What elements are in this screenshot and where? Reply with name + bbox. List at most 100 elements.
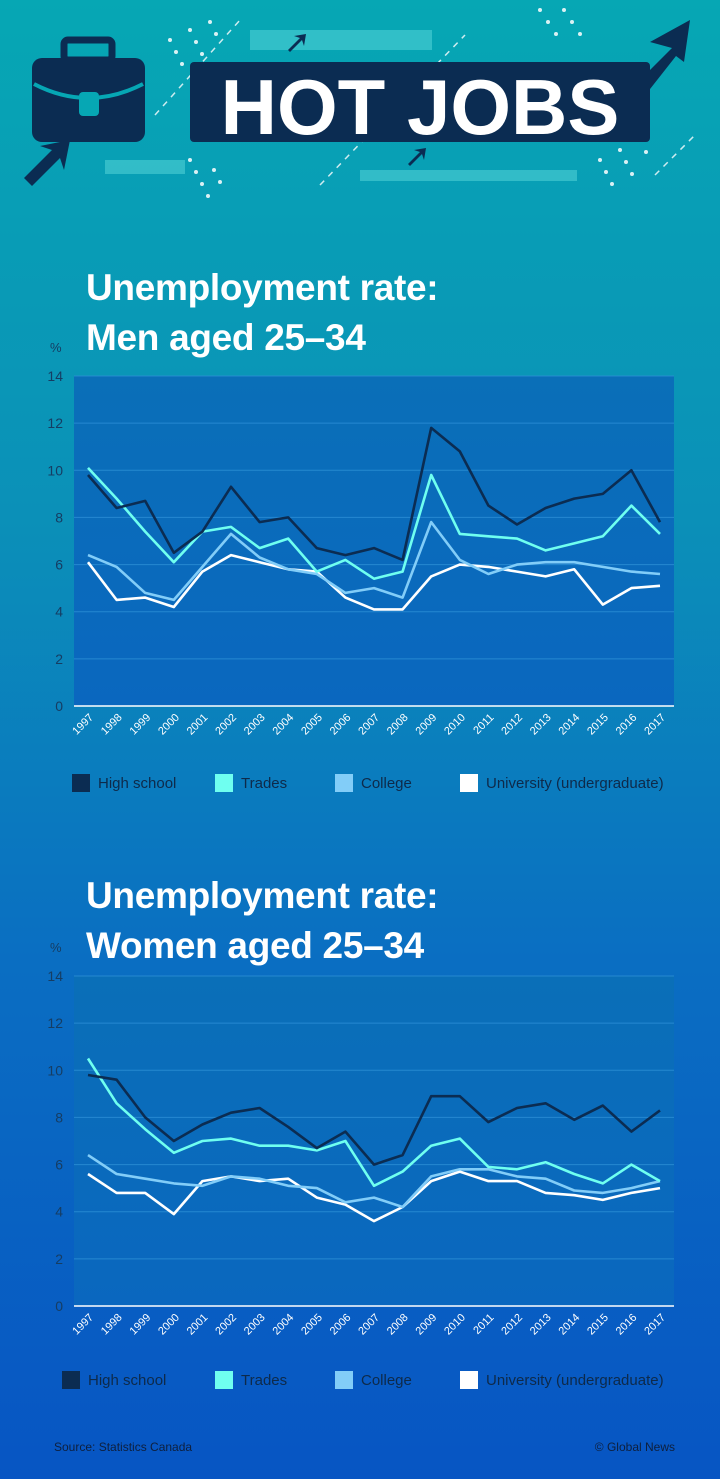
- x-tick-label: 1998: [99, 1312, 125, 1338]
- source-note: Source: Statistics Canada: [54, 1440, 193, 1454]
- legend-label: College: [361, 774, 412, 792]
- x-tick-label: 2014: [557, 712, 583, 738]
- chart-subtitle-line: Men aged 25–34: [86, 317, 366, 358]
- legend-swatch: [460, 1371, 478, 1389]
- x-tick-label: 2006: [328, 1312, 354, 1338]
- x-tick-label: 2016: [614, 1312, 640, 1338]
- chart-women: % 0 2 4 6 8 10 12 14 1997 1998 1999 2000 2001 2002 2003…: [0, 930, 720, 1350]
- legend-swatch: [335, 1371, 353, 1389]
- chart-subtitle-line: Women aged 25–34: [86, 925, 424, 966]
- x-tick-label: 2002: [213, 1312, 239, 1338]
- y-tick-label: 12: [47, 415, 63, 431]
- legend-item: University (undergraduate): [460, 1369, 664, 1391]
- x-tick-label: 2012: [499, 712, 525, 738]
- series-line-high-school: [87, 1073, 661, 1166]
- y-tick-label: 0: [55, 698, 63, 714]
- y-tick-label: 0: [55, 1298, 63, 1314]
- legend-label: Trades: [241, 1371, 288, 1389]
- series-line-college: [87, 520, 661, 602]
- x-tick-label: 2006: [328, 712, 354, 738]
- legend-item: College: [335, 1369, 412, 1391]
- decor-dots: [168, 8, 648, 198]
- header-banner: HOT JOBS: [0, 0, 720, 220]
- x-tick-label: 2004: [271, 1312, 297, 1338]
- x-tick-label: 1999: [128, 1312, 154, 1338]
- y-tick-label: 10: [47, 1062, 63, 1078]
- legend-item: College: [335, 772, 412, 794]
- y-axis-unit: %: [50, 340, 62, 355]
- x-tick-label: 2013: [528, 1312, 554, 1338]
- x-tick-label: 2009: [414, 712, 440, 738]
- x-tick-label: 2017: [642, 712, 668, 738]
- chart-men: % 0 2 4 6 8 10 12 14 1997 1998 1999 2000 2001 2002 2003…: [0, 330, 720, 750]
- legend-label: High school: [88, 1371, 167, 1389]
- legend-women: High school Trades College University (unde…: [0, 1369, 720, 1399]
- y-tick-label: 6: [55, 1157, 63, 1173]
- legend-item: High school: [62, 1369, 166, 1391]
- x-tick-label: 2017: [642, 1312, 668, 1338]
- y-axis-unit: %: [50, 940, 62, 955]
- legend-label: University (undergraduate): [486, 774, 664, 792]
- chart-title-line: Unemployment rate:: [86, 267, 439, 308]
- x-tick-label: 2002: [213, 712, 239, 738]
- x-tick-label: 2011: [471, 1312, 496, 1337]
- x-tick-label: 2008: [385, 712, 411, 738]
- banner-box: [190, 62, 650, 142]
- legend-item: High school: [72, 772, 176, 794]
- x-tick-label: 2000: [156, 1312, 182, 1338]
- x-tick-label: 1999: [128, 712, 154, 738]
- x-tick-label: 2009: [414, 1312, 440, 1338]
- x-tick-label: 2003: [242, 712, 268, 738]
- chart-title-men: Unemployment rate: Men aged 25–34: [86, 263, 439, 363]
- x-tick-label: 2015: [585, 1312, 611, 1338]
- legend-label: High school: [98, 774, 177, 792]
- decor-bar: [105, 160, 185, 174]
- x-tick-label: 2005: [299, 712, 325, 738]
- x-tick-label: 2012: [499, 1312, 525, 1338]
- x-tick-label: 2013: [528, 712, 554, 738]
- legend-swatch: [62, 1371, 80, 1389]
- plot-area: [74, 376, 674, 706]
- plot-area: [74, 976, 674, 1306]
- y-tick-label: 2: [55, 1251, 63, 1267]
- x-tick-label: 2003: [242, 1312, 268, 1338]
- legend-swatch: [215, 774, 233, 792]
- x-tick-label: 2000: [156, 712, 182, 738]
- legend-item: Trades: [215, 1369, 287, 1391]
- briefcase-icon: [32, 36, 145, 142]
- legend-label: Trades: [241, 774, 288, 792]
- x-tick-label: 2011: [471, 712, 496, 737]
- series-line-high-school: [87, 426, 662, 562]
- legend-label: University (undergraduate): [486, 1371, 664, 1389]
- line-chart-svg: % 0 2 4 6 8 10 12 14 1997 1998 1999 2000 2001 2002 2003…: [47, 340, 674, 738]
- x-tick-label: 2007: [356, 712, 382, 738]
- arrow-icon: [24, 140, 70, 186]
- y-tick-label: 14: [47, 968, 63, 984]
- x-tick-label: 1997: [70, 712, 96, 738]
- x-tick-label: 2005: [299, 1312, 325, 1338]
- x-tick-label: 2001: [185, 712, 211, 738]
- series-line-university-undergraduate: [86, 553, 661, 611]
- y-tick-label: 6: [55, 557, 63, 573]
- decor-bar: [250, 30, 432, 50]
- y-tick-label: 2: [55, 651, 63, 667]
- x-tick-label: 2008: [385, 1312, 411, 1338]
- legend-item: Trades: [215, 772, 287, 794]
- chart-title-line: Unemployment rate:: [86, 875, 439, 916]
- banner-title: HOT JOBS: [221, 63, 620, 151]
- legend-item: University (undergraduate): [460, 772, 664, 794]
- x-tick-label: 1997: [70, 1312, 96, 1338]
- y-tick-label: 10: [47, 462, 63, 478]
- legend-swatch: [335, 774, 353, 792]
- y-tick-label: 14: [47, 368, 63, 384]
- chart-title-women: Unemployment rate: Women aged 25–34: [86, 871, 439, 971]
- x-tick-label: 2010: [442, 712, 468, 738]
- legend-men: High school Trades College University (unde…: [0, 772, 720, 802]
- arrow-icon: [288, 34, 426, 166]
- legend-swatch: [72, 774, 90, 792]
- y-tick-label: 8: [55, 509, 63, 525]
- x-tick-label: 2001: [185, 1312, 211, 1338]
- series-line-trades: [86, 1057, 661, 1188]
- decor-bar: [360, 170, 577, 181]
- y-tick-label: 12: [47, 1015, 63, 1031]
